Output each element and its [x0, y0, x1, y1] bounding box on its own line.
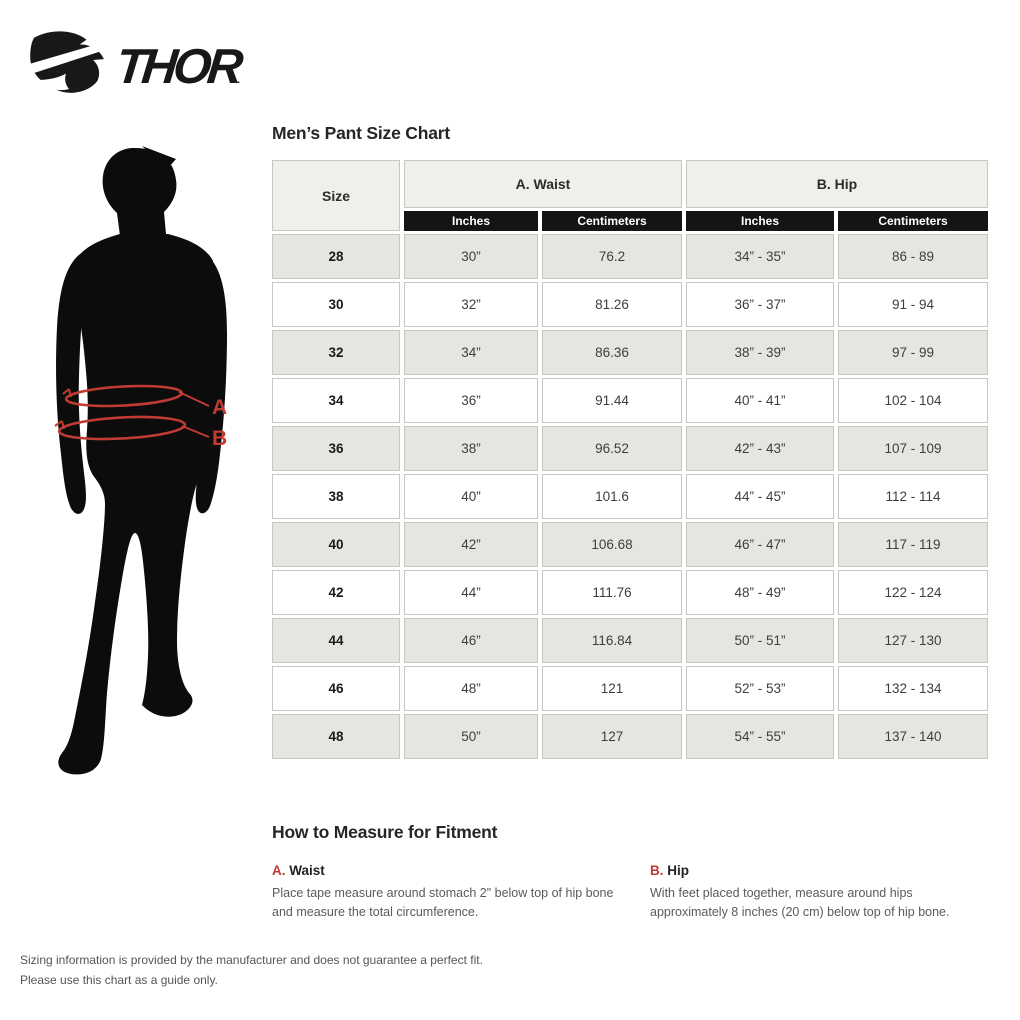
table-row: 38 40” 101.6 44” - 45” 112 - 114: [272, 474, 988, 519]
cell-size: 48: [272, 714, 400, 759]
cell-waist_in: 34”: [404, 330, 538, 375]
subheader-hip-inches: Inches: [686, 211, 834, 231]
measure-item-waist: A. Waist Place tape measure around stoma…: [272, 863, 650, 923]
cell-waist_cm: 116.84: [542, 618, 682, 663]
waist-label-a: A: [212, 396, 227, 419]
cell-hip_in: 38” - 39”: [686, 330, 834, 375]
cell-waist_cm: 86.36: [542, 330, 682, 375]
cell-size: 28: [272, 234, 400, 279]
table-row: 42 44” 111.76 48” - 49” 122 - 124: [272, 570, 988, 615]
cell-hip_in: 44” - 45”: [686, 474, 834, 519]
subheader-hip-centimeters: Centimeters: [838, 211, 988, 231]
cell-hip_in: 40” - 41”: [686, 378, 834, 423]
cell-waist_in: 36”: [404, 378, 538, 423]
cell-hip_cm: 122 - 124: [838, 570, 988, 615]
cell-waist_in: 46”: [404, 618, 538, 663]
body-measurement-figure: A B: [16, 142, 272, 808]
cell-size: 36: [272, 426, 400, 471]
disclaimer: Sizing information is provided by the ma…: [20, 950, 483, 991]
cell-waist_in: 50”: [404, 714, 538, 759]
measure-item-hip: B. Hip With feet placed together, measur…: [650, 863, 988, 923]
cell-hip_cm: 86 - 89: [838, 234, 988, 279]
cell-hip_cm: 91 - 94: [838, 282, 988, 327]
measure-item-title: B. Hip: [650, 863, 690, 878]
subheader-waist-centimeters: Centimeters: [542, 211, 682, 231]
subheader-waist-inches: Inches: [404, 211, 538, 231]
cell-waist_in: 44”: [404, 570, 538, 615]
cell-hip_cm: 137 - 140: [838, 714, 988, 759]
cell-waist_in: 40”: [404, 474, 538, 519]
cell-waist_in: 42”: [404, 522, 538, 567]
cell-hip_cm: 97 - 99: [838, 330, 988, 375]
cell-waist_cm: 76.2: [542, 234, 682, 279]
cell-waist_in: 38”: [404, 426, 538, 471]
cell-hip_cm: 127 - 130: [838, 618, 988, 663]
column-header-waist: A. Waist: [404, 160, 682, 208]
measure-item-text: With feet placed together, measure aroun…: [650, 886, 950, 920]
cell-hip_in: 50” - 51”: [686, 618, 834, 663]
cell-hip_in: 42” - 43”: [686, 426, 834, 471]
cell-waist_cm: 81.26: [542, 282, 682, 327]
cell-hip_in: 48” - 49”: [686, 570, 834, 615]
cell-size: 30: [272, 282, 400, 327]
cell-waist_cm: 127: [542, 714, 682, 759]
cell-size: 42: [272, 570, 400, 615]
brand-logo: THOR.: [22, 30, 242, 94]
table-row: 40 42” 106.68 46” - 47” 117 - 119: [272, 522, 988, 567]
size-chart-table: Size A. Waist B. Hip Inches Centimeters …: [268, 157, 992, 762]
brand-wordmark: THOR.: [113, 40, 242, 94]
page-title: Men’s Pant Size Chart: [272, 123, 450, 143]
section-title: How to Measure for Fitment: [272, 822, 498, 842]
table-row: 46 48” 121 52” - 53” 132 - 134: [272, 666, 988, 711]
cell-size: 32: [272, 330, 400, 375]
cell-size: 34: [272, 378, 400, 423]
cell-waist_cm: 111.76: [542, 570, 682, 615]
measure-item-text: Place tape measure around stomach 2" bel…: [272, 886, 614, 920]
table-row: 36 38” 96.52 42” - 43” 107 - 109: [272, 426, 988, 471]
column-header-hip: B. Hip: [686, 160, 988, 208]
table-row: 48 50” 127 54” - 55” 137 - 140: [272, 714, 988, 759]
cell-hip_cm: 107 - 109: [838, 426, 988, 471]
cell-hip_cm: 112 - 114: [838, 474, 988, 519]
cell-hip_cm: 117 - 119: [838, 522, 988, 567]
table-row: 32 34” 86.36 38” - 39” 97 - 99: [272, 330, 988, 375]
disclaimer-line: Please use this chart as a guide only.: [20, 973, 218, 988]
table-row: 30 32” 81.26 36” - 37” 91 - 94: [272, 282, 988, 327]
table-row: 34 36” 91.44 40” - 41” 102 - 104: [272, 378, 988, 423]
size-table-body: 28 30” 76.2 34” - 35” 86 - 89 30 32” 81.26 36” -…: [272, 234, 988, 759]
cell-waist_cm: 101.6: [542, 474, 682, 519]
how-to-measure-section: How to Measure for Fitment A. Waist Plac…: [272, 822, 988, 923]
measure-item-title: A. Waist: [272, 863, 325, 878]
cell-hip_in: 54” - 55”: [686, 714, 834, 759]
hip-label-b: B: [212, 427, 227, 450]
cell-size: 38: [272, 474, 400, 519]
logo-period: .: [236, 74, 242, 86]
disclaimer-line: Sizing information is provided by the ma…: [20, 953, 483, 967]
cell-hip_in: 36” - 37”: [686, 282, 834, 327]
thor-helmet-icon: [26, 31, 110, 93]
cell-size: 46: [272, 666, 400, 711]
cell-waist_cm: 106.68: [542, 522, 682, 567]
cell-hip_in: 34” - 35”: [686, 234, 834, 279]
cell-waist_in: 30”: [404, 234, 538, 279]
table-row: 28 30” 76.2 34” - 35” 86 - 89: [272, 234, 988, 279]
column-header-size: Size: [272, 160, 400, 231]
cell-size: 44: [272, 618, 400, 663]
cell-hip_in: 52” - 53”: [686, 666, 834, 711]
table-row: 44 46” 116.84 50” - 51” 127 - 130: [272, 618, 988, 663]
cell-size: 40: [272, 522, 400, 567]
cell-hip_in: 46” - 47”: [686, 522, 834, 567]
cell-waist_cm: 96.52: [542, 426, 682, 471]
cell-waist_in: 48”: [404, 666, 538, 711]
cell-waist_cm: 91.44: [542, 378, 682, 423]
cell-waist_cm: 121: [542, 666, 682, 711]
cell-hip_cm: 132 - 134: [838, 666, 988, 711]
cell-hip_cm: 102 - 104: [838, 378, 988, 423]
cell-waist_in: 32”: [404, 282, 538, 327]
male-silhouette-illustration: A B: [54, 146, 227, 775]
